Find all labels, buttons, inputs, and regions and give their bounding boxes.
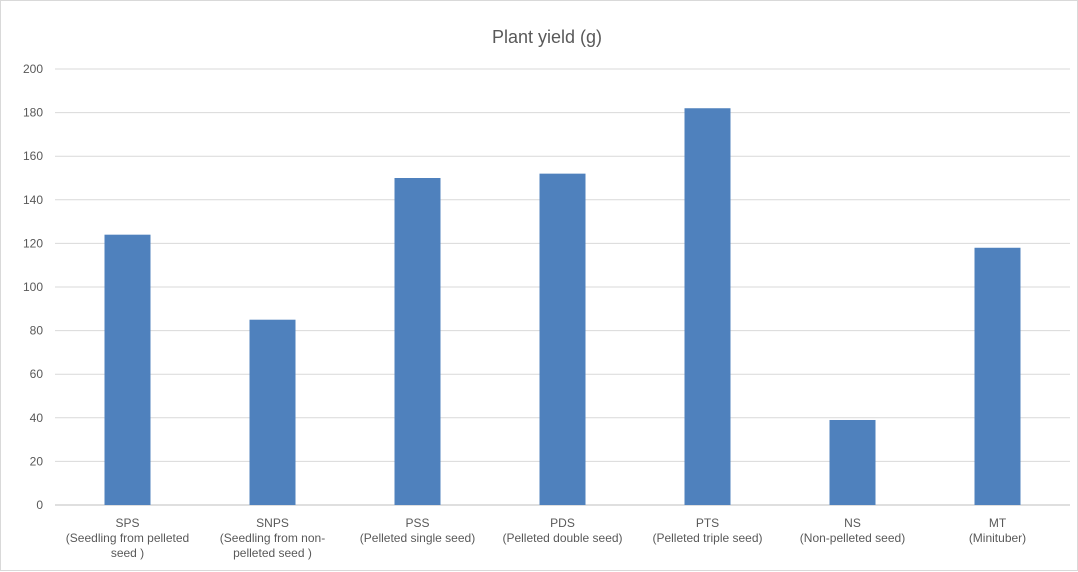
y-tick-label: 0	[36, 498, 43, 512]
bar	[394, 178, 441, 505]
y-tick-label: 80	[30, 324, 44, 338]
y-tick-label: 180	[23, 106, 43, 120]
bar	[684, 108, 731, 506]
x-category-label: NS (Non-pelleted seed)	[800, 516, 905, 545]
x-category-label: MT (Minituber)	[969, 516, 1026, 545]
y-tick-label: 120	[23, 236, 43, 250]
y-tick-label: 200	[23, 62, 43, 76]
y-tick-label: 140	[23, 193, 43, 207]
chart-title: Plant yield (g)	[492, 27, 602, 47]
y-tick-label: 60	[30, 367, 44, 381]
bar	[974, 247, 1021, 505]
y-tick-label: 160	[23, 149, 43, 163]
bar	[104, 234, 151, 505]
x-category-label: PDS (Pelleted double seed)	[502, 516, 622, 545]
bar	[829, 419, 876, 505]
y-tick-label: 40	[30, 411, 44, 425]
x-category-label: PSS (Pelleted single seed)	[360, 516, 475, 545]
x-category-label: SNPS (Seedling from non-pelleted seed )	[220, 516, 325, 560]
bar	[249, 319, 296, 505]
x-axis-category-labels: SPS (Seedling from pelleted seed ) SNPS (See…	[66, 516, 1026, 560]
bars	[104, 108, 1021, 506]
x-category-label: SPS (Seedling from pelleted seed )	[66, 516, 189, 560]
y-tick-label: 20	[30, 454, 44, 468]
y-tick-label: 100	[23, 280, 43, 294]
x-category-label: PTS (Pelleted triple seed)	[652, 516, 762, 545]
y-axis-tick-labels: 0 20 40 60 80 100 120 140 160 180 200	[23, 62, 43, 512]
bar	[539, 173, 586, 505]
